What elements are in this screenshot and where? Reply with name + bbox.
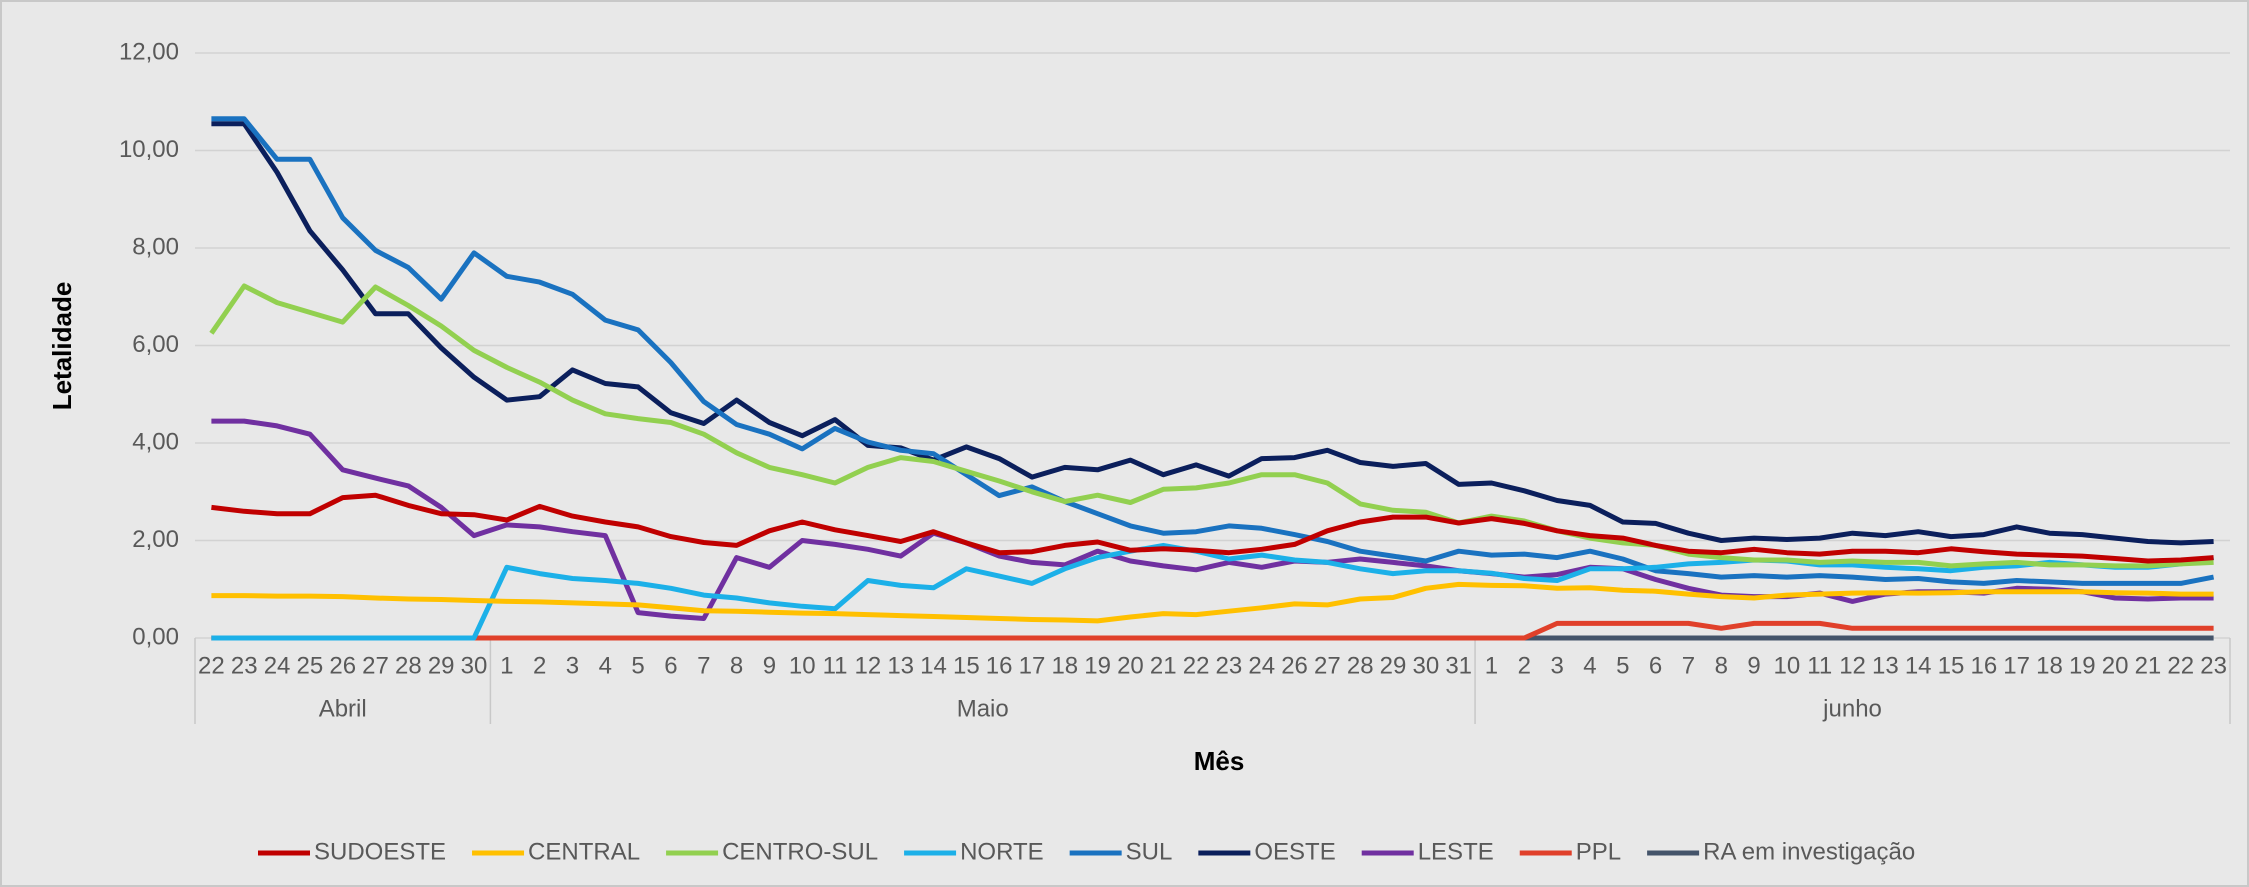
x-tick-label: 8 — [1715, 652, 1728, 679]
x-axis-title: Mês — [1194, 746, 1245, 776]
x-tick-label: 1 — [500, 652, 513, 679]
x-tick-label: 31 — [1445, 652, 1472, 679]
y-tick-label: 2,00 — [132, 526, 179, 553]
x-tick-label: 24 — [1248, 652, 1275, 679]
legend-label: SUDOESTE — [314, 838, 446, 865]
x-tick-label: 25 — [297, 652, 324, 679]
legend-label: RA em investigação — [1703, 838, 1915, 865]
x-tick-label: 5 — [631, 652, 644, 679]
series-line — [211, 542, 2215, 641]
series-line — [209, 283, 2214, 569]
legend-label: OESTE — [1254, 838, 1335, 865]
x-tick-label: 29 — [1380, 652, 1407, 679]
series-line — [211, 492, 2214, 564]
x-tick-label: 27 — [362, 652, 389, 679]
legend-label: SUL — [1126, 838, 1173, 865]
x-tick-label: 10 — [1774, 652, 1801, 679]
legend-label: LESTE — [1418, 838, 1494, 865]
x-tick-label: 13 — [887, 652, 914, 679]
x-tick-label: 21 — [2135, 652, 2162, 679]
x-tick-label: 20 — [1117, 652, 1144, 679]
series-line — [211, 620, 2214, 641]
x-tick-label: 10 — [789, 652, 816, 679]
x-tick-label: 16 — [986, 652, 1013, 679]
x-tick-label: 28 — [395, 652, 422, 679]
x-tick-label: 3 — [566, 652, 579, 679]
y-axis-title: Letalidade — [47, 282, 77, 411]
x-tick-label: 13 — [1872, 652, 1899, 679]
x-tick-label: 3 — [1550, 652, 1563, 679]
series-line — [211, 121, 2214, 546]
x-tick-label: 23 — [1216, 652, 1243, 679]
x-tick-label: 12 — [855, 652, 882, 679]
y-tick-label: 4,00 — [132, 428, 179, 455]
x-tick-label: 15 — [953, 652, 980, 679]
x-tick-label: 19 — [1084, 652, 1111, 679]
x-tick-label: 11 — [1807, 652, 1832, 679]
x-tick-label: 15 — [1938, 652, 1965, 679]
x-tick-label: 24 — [264, 652, 291, 679]
x-tick-label: 7 — [697, 652, 710, 679]
y-tick-label: 6,00 — [132, 331, 179, 358]
x-tick-label: 1 — [1485, 652, 1498, 679]
x-group-label: Abril — [319, 695, 367, 722]
x-tick-label: 17 — [2003, 652, 2030, 679]
x-tick-label: 26 — [329, 652, 356, 679]
series-line — [211, 581, 2214, 624]
x-tick-label: 7 — [1682, 652, 1695, 679]
y-tick-label: 10,00 — [119, 136, 179, 163]
x-tick-label: 22 — [1183, 652, 1210, 679]
x-tick-label: 21 — [1150, 652, 1177, 679]
x-tick-label: 5 — [1616, 652, 1629, 679]
x-tick-label: 23 — [2200, 652, 2227, 679]
legend-label: CENTRAL — [528, 838, 640, 865]
x-tick-label: 29 — [428, 652, 455, 679]
x-tick-label: 18 — [2036, 652, 2063, 679]
x-tick-label: 9 — [1747, 652, 1760, 679]
x-tick-label: 2 — [533, 652, 546, 679]
legend-label: CENTRO-SUL — [722, 838, 878, 865]
x-tick-label: 11 — [823, 652, 848, 679]
legend-label: PPL — [1576, 838, 1621, 865]
x-tick-label: 12 — [1839, 652, 1866, 679]
x-tick-label: 28 — [1347, 652, 1374, 679]
series-line — [211, 418, 2214, 621]
y-tick-label: 8,00 — [132, 233, 179, 260]
x-tick-label: 23 — [231, 652, 258, 679]
y-tick-label: 12,00 — [119, 38, 179, 65]
x-tick-label: 9 — [763, 652, 776, 679]
x-tick-label: 14 — [920, 652, 947, 679]
x-tick-label: 17 — [1019, 652, 1046, 679]
x-tick-label: 4 — [599, 652, 612, 679]
x-group-label: junho — [1822, 695, 1882, 722]
legend-label: NORTE — [960, 838, 1044, 865]
x-tick-label: 26 — [1281, 652, 1308, 679]
series-line — [211, 116, 2215, 586]
x-tick-label: 6 — [1649, 652, 1662, 679]
x-group-label: Maio — [957, 695, 1009, 722]
x-tick-label: 22 — [198, 652, 225, 679]
x-tick-label: 19 — [2069, 652, 2096, 679]
x-tick-label: 20 — [2102, 652, 2129, 679]
x-tick-label: 30 — [1412, 652, 1439, 679]
x-tick-label: 16 — [1970, 652, 1997, 679]
x-tick-label: 14 — [1905, 652, 1932, 679]
x-tick-label: 8 — [730, 652, 743, 679]
x-tick-label: 30 — [461, 652, 488, 679]
x-tick-label: 18 — [1051, 652, 1078, 679]
x-tick-label: 22 — [2167, 652, 2194, 679]
x-tick-label: 27 — [1314, 652, 1341, 679]
x-tick-label: 2 — [1518, 652, 1531, 679]
y-tick-label: 0,00 — [132, 623, 179, 650]
x-tick-label: 4 — [1583, 652, 1596, 679]
x-tick-label: 6 — [664, 652, 677, 679]
